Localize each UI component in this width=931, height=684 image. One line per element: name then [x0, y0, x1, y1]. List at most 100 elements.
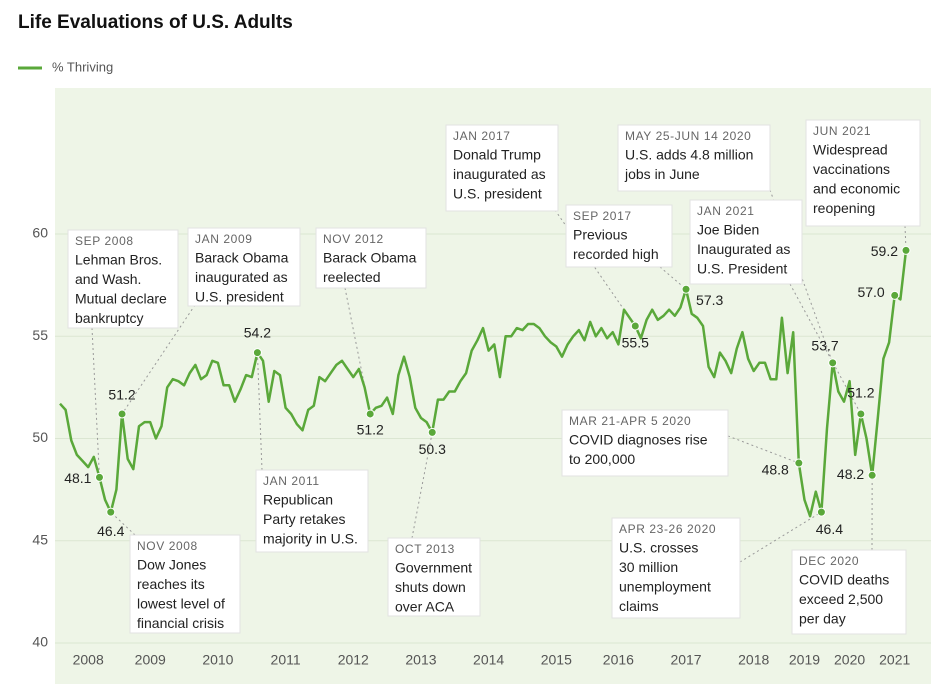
x-tick-label: 2015 [541, 652, 572, 668]
annotation-text: U.S. president [195, 289, 284, 305]
data-point [106, 507, 116, 517]
data-label: 50.3 [419, 441, 446, 457]
annotation-text: shuts down [395, 579, 466, 595]
x-tick-label: 2014 [473, 652, 504, 668]
annotation-date: NOV 2008 [137, 539, 198, 553]
data-label: 51.2 [847, 385, 874, 401]
annotation-date: NOV 2012 [323, 232, 384, 246]
annotation-text: reaches its [137, 576, 205, 592]
annotation-text: 30 million [619, 559, 678, 575]
annotation-text: jobs in June [624, 166, 700, 182]
annotation-text: Mutual declare [75, 291, 167, 307]
annotation-leader [121, 304, 196, 415]
annotation-box [129, 534, 241, 634]
x-tick-label: 2016 [603, 652, 634, 668]
data-label: 51.2 [357, 422, 384, 438]
data-point [630, 321, 640, 331]
chart-title: Life Evaluations of U.S. Adults [18, 12, 293, 33]
x-tick-label: 2018 [738, 652, 769, 668]
annotation-text: Barack Obama [195, 250, 289, 266]
annotation-leader [554, 209, 636, 327]
data-point [828, 358, 838, 368]
annotation-text: bankruptcy [75, 310, 143, 326]
annotation-box [67, 229, 179, 329]
annotation-date: OCT 2013 [395, 542, 455, 556]
annotation-date: DEC 2020 [799, 554, 859, 568]
annotation-box [611, 517, 741, 619]
annotation-text: and Wash. [75, 271, 141, 287]
annotation-date: JAN 2011 [263, 474, 320, 488]
annotation-text: U.S. adds 4.8 million [625, 147, 753, 163]
annotation-date: JAN 2017 [453, 129, 511, 143]
annotation-text: recorded high [573, 246, 659, 262]
annotation-box [255, 469, 369, 553]
annotation-text: Barack Obama [323, 250, 417, 266]
x-tick-label: 2012 [338, 652, 369, 668]
annotation-text: per day [799, 611, 846, 627]
x-tick-label: 2020 [834, 652, 865, 668]
data-point [252, 348, 262, 358]
annotation-text: unemployment [619, 579, 711, 595]
annotation-text: and economic [813, 181, 900, 197]
data-point [365, 409, 375, 419]
annotation-date: MAY 25-JUN 14 2020 [625, 129, 751, 143]
annotation-date: JAN 2009 [195, 232, 253, 246]
y-tick-label: 55 [32, 327, 48, 343]
annotation-text: over ACA [395, 599, 455, 615]
annotation-box [565, 204, 673, 268]
data-point [681, 284, 691, 294]
annotation-text: inaugurated as [195, 269, 288, 285]
y-tick-label: 45 [32, 531, 48, 547]
annotation-text: U.S. president [453, 186, 542, 202]
annotation-box [445, 124, 559, 212]
data-label: 48.2 [837, 466, 864, 482]
x-tick-label: 2013 [405, 652, 436, 668]
data-label: 46.4 [816, 521, 843, 537]
annotation-text: U.S. President [697, 261, 787, 277]
annotation-text: Government [395, 560, 472, 576]
annotation-box [805, 119, 921, 227]
annotation-text: vaccinations [813, 161, 890, 177]
annotation-box [561, 409, 729, 477]
data-label: 53.7 [811, 338, 838, 354]
annotation-text: financial crisis [137, 615, 224, 631]
annotation-text: inaugurated as [453, 166, 546, 182]
data-point [901, 245, 911, 255]
data-label: 46.4 [97, 523, 124, 539]
data-label: 48.1 [64, 470, 91, 486]
y-tick-label: 50 [32, 429, 48, 445]
annotation-date: JAN 2021 [697, 204, 755, 218]
annotation-text: to 200,000 [569, 451, 635, 467]
annotation-text: exceed 2,500 [799, 591, 883, 607]
annotation-text: COVID deaths [799, 572, 889, 588]
annotation-box [791, 549, 907, 635]
x-tick-label: 2010 [202, 652, 233, 668]
data-label: 59.2 [871, 243, 898, 259]
data-point [427, 427, 437, 437]
data-label: 51.2 [108, 387, 135, 403]
annotation-text: Lehman Bros. [75, 252, 162, 268]
y-tick-label: 60 [32, 225, 48, 241]
annotation-box [187, 227, 301, 307]
annotation-date: JUN 2021 [813, 124, 871, 138]
annotation-text: Joe Biden [697, 222, 759, 238]
annotation-leader [659, 266, 687, 290]
data-point [94, 472, 104, 482]
annotation-text: COVID diagnoses rise [569, 432, 708, 448]
data-label: 54.2 [244, 324, 271, 340]
annotation-date: SEP 2008 [75, 234, 134, 248]
annotation-text: Inaugurated as [697, 241, 790, 257]
annotation-box [387, 537, 481, 617]
y-tick-label: 40 [32, 634, 48, 650]
annotation-text: U.S. crosses [619, 540, 698, 556]
annotation-date: SEP 2017 [573, 209, 632, 223]
annotation-date: MAR 21-APR 5 2020 [569, 414, 691, 428]
data-point [856, 409, 866, 419]
x-tick-label: 2009 [135, 652, 166, 668]
data-label: 55.5 [622, 335, 649, 351]
x-tick-label: 2008 [73, 652, 104, 668]
annotation-text: reopening [813, 200, 875, 216]
data-label: 57.0 [857, 284, 884, 300]
annotation-text: lowest level of [137, 596, 225, 612]
